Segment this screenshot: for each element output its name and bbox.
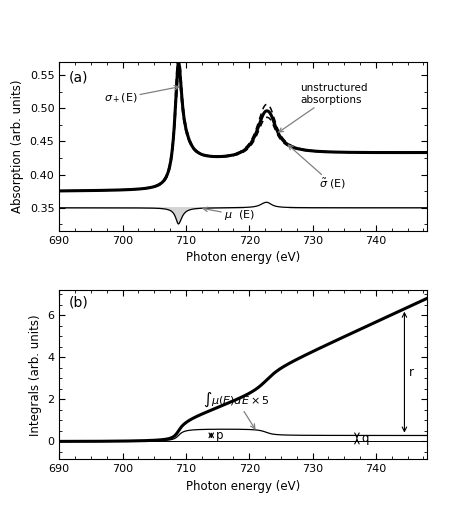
Text: $\sigma_+$(E): $\sigma_+$(E) <box>104 86 179 105</box>
Text: (b): (b) <box>68 295 88 309</box>
Y-axis label: Integrals (arb. units): Integrals (arb. units) <box>29 314 42 436</box>
Text: $\mu$  (E): $\mu$ (E) <box>203 207 255 222</box>
Text: $\int\mu(E)dE\times5$: $\int\mu(E)dE\times5$ <box>203 391 270 429</box>
Text: $\sigma_-$(E): $\sigma_-$(E) <box>0 515 1 516</box>
X-axis label: Photon energy (eV): Photon energy (eV) <box>186 251 300 264</box>
Text: p: p <box>216 429 223 442</box>
Text: unstructured
absorptions: unstructured absorptions <box>279 84 367 132</box>
X-axis label: Photon energy (eV): Photon energy (eV) <box>186 480 300 493</box>
Y-axis label: Absorption (arb. units): Absorption (arb. units) <box>11 79 24 213</box>
Text: (a): (a) <box>68 70 88 85</box>
Text: q: q <box>361 432 369 445</box>
Text: r: r <box>409 366 414 379</box>
Text: $\tilde{\sigma}$ (E): $\tilde{\sigma}$ (E) <box>288 145 346 191</box>
